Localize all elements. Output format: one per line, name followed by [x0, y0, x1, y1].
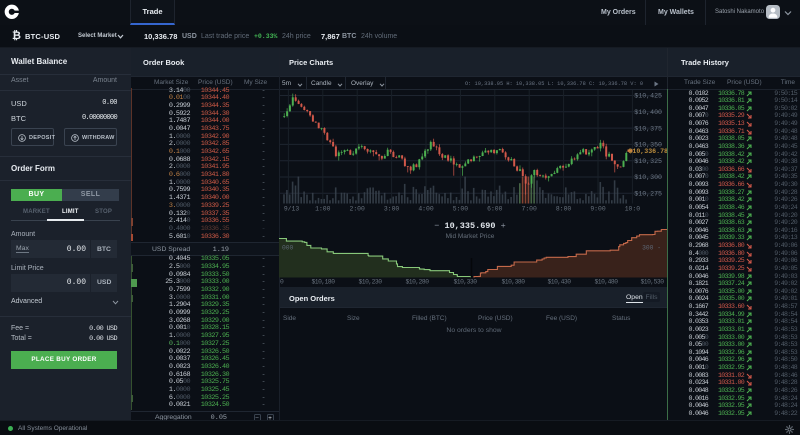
svg-text:10:0: 10:0	[625, 206, 641, 213]
svg-text:7:00: 7:00	[522, 206, 538, 213]
svg-text:$10,350: $10,350	[634, 142, 662, 149]
svg-text:4:00: 4:00	[418, 206, 434, 213]
svg-text:$10,380: $10,380	[502, 279, 526, 286]
svg-text:$10,325: $10,325	[634, 158, 662, 165]
svg-text:$10,480: $10,480	[595, 279, 619, 286]
svg-text:$10,530: $10,530	[641, 279, 665, 286]
svg-text:300 -: 300 -	[642, 245, 661, 252]
svg-text:0: 0	[280, 279, 284, 286]
svg-text:8:00: 8:00	[556, 206, 572, 213]
svg-text:$10,280: $10,280	[406, 279, 430, 286]
svg-text:$10,300: $10,300	[634, 174, 662, 181]
svg-text:9/13: 9/13	[284, 206, 300, 213]
svg-text:$10,430: $10,430	[548, 279, 572, 286]
svg-text:$10,275: $10,275	[634, 191, 662, 198]
svg-text:$10,180: $10,180	[312, 279, 336, 286]
svg-text:$10,330: $10,330	[454, 279, 478, 286]
svg-text:000: 000	[282, 245, 294, 252]
svg-text:$10,336.78: $10,336.78	[628, 148, 668, 155]
svg-text:5:00: 5:00	[453, 206, 469, 213]
svg-text:$10,400: $10,400	[634, 109, 662, 116]
svg-text:3:00: 3:00	[384, 206, 400, 213]
svg-text:$10,375: $10,375	[634, 125, 662, 132]
svg-text:$10,230: $10,230	[359, 279, 383, 286]
svg-text:$10,425: $10,425	[634, 93, 662, 100]
svg-text:6:00: 6:00	[487, 206, 503, 213]
svg-text:2:00: 2:00	[350, 206, 366, 213]
svg-text:1:00: 1:00	[315, 206, 331, 213]
svg-text:9:00: 9:00	[590, 206, 606, 213]
